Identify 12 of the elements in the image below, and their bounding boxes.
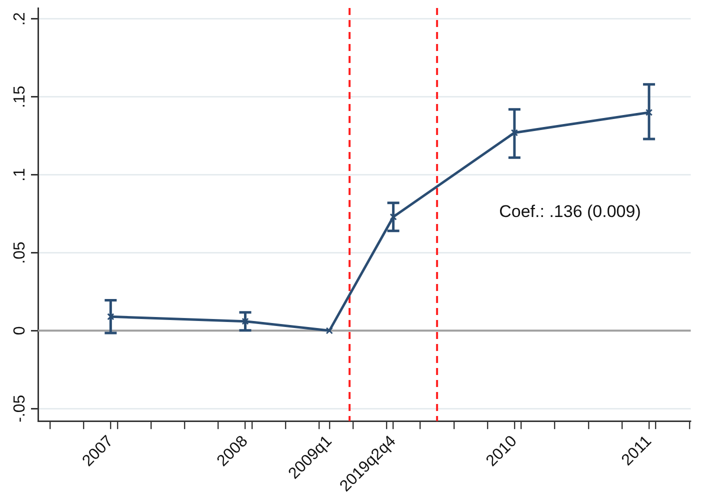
y-tick-label: 0 bbox=[11, 326, 28, 336]
y-tick-label: -.05 bbox=[11, 394, 28, 422]
point bbox=[645, 108, 653, 116]
y-tick-label: .15 bbox=[11, 86, 28, 108]
y-tick-label: .1 bbox=[11, 168, 28, 182]
y-tick-label: .05 bbox=[11, 242, 28, 264]
point bbox=[510, 129, 518, 136]
point bbox=[107, 313, 114, 320]
point bbox=[326, 327, 333, 334]
y-tick-label: .2 bbox=[11, 12, 28, 26]
annotation: Coef.: .136 (0.009) bbox=[499, 202, 641, 222]
point bbox=[390, 213, 397, 220]
